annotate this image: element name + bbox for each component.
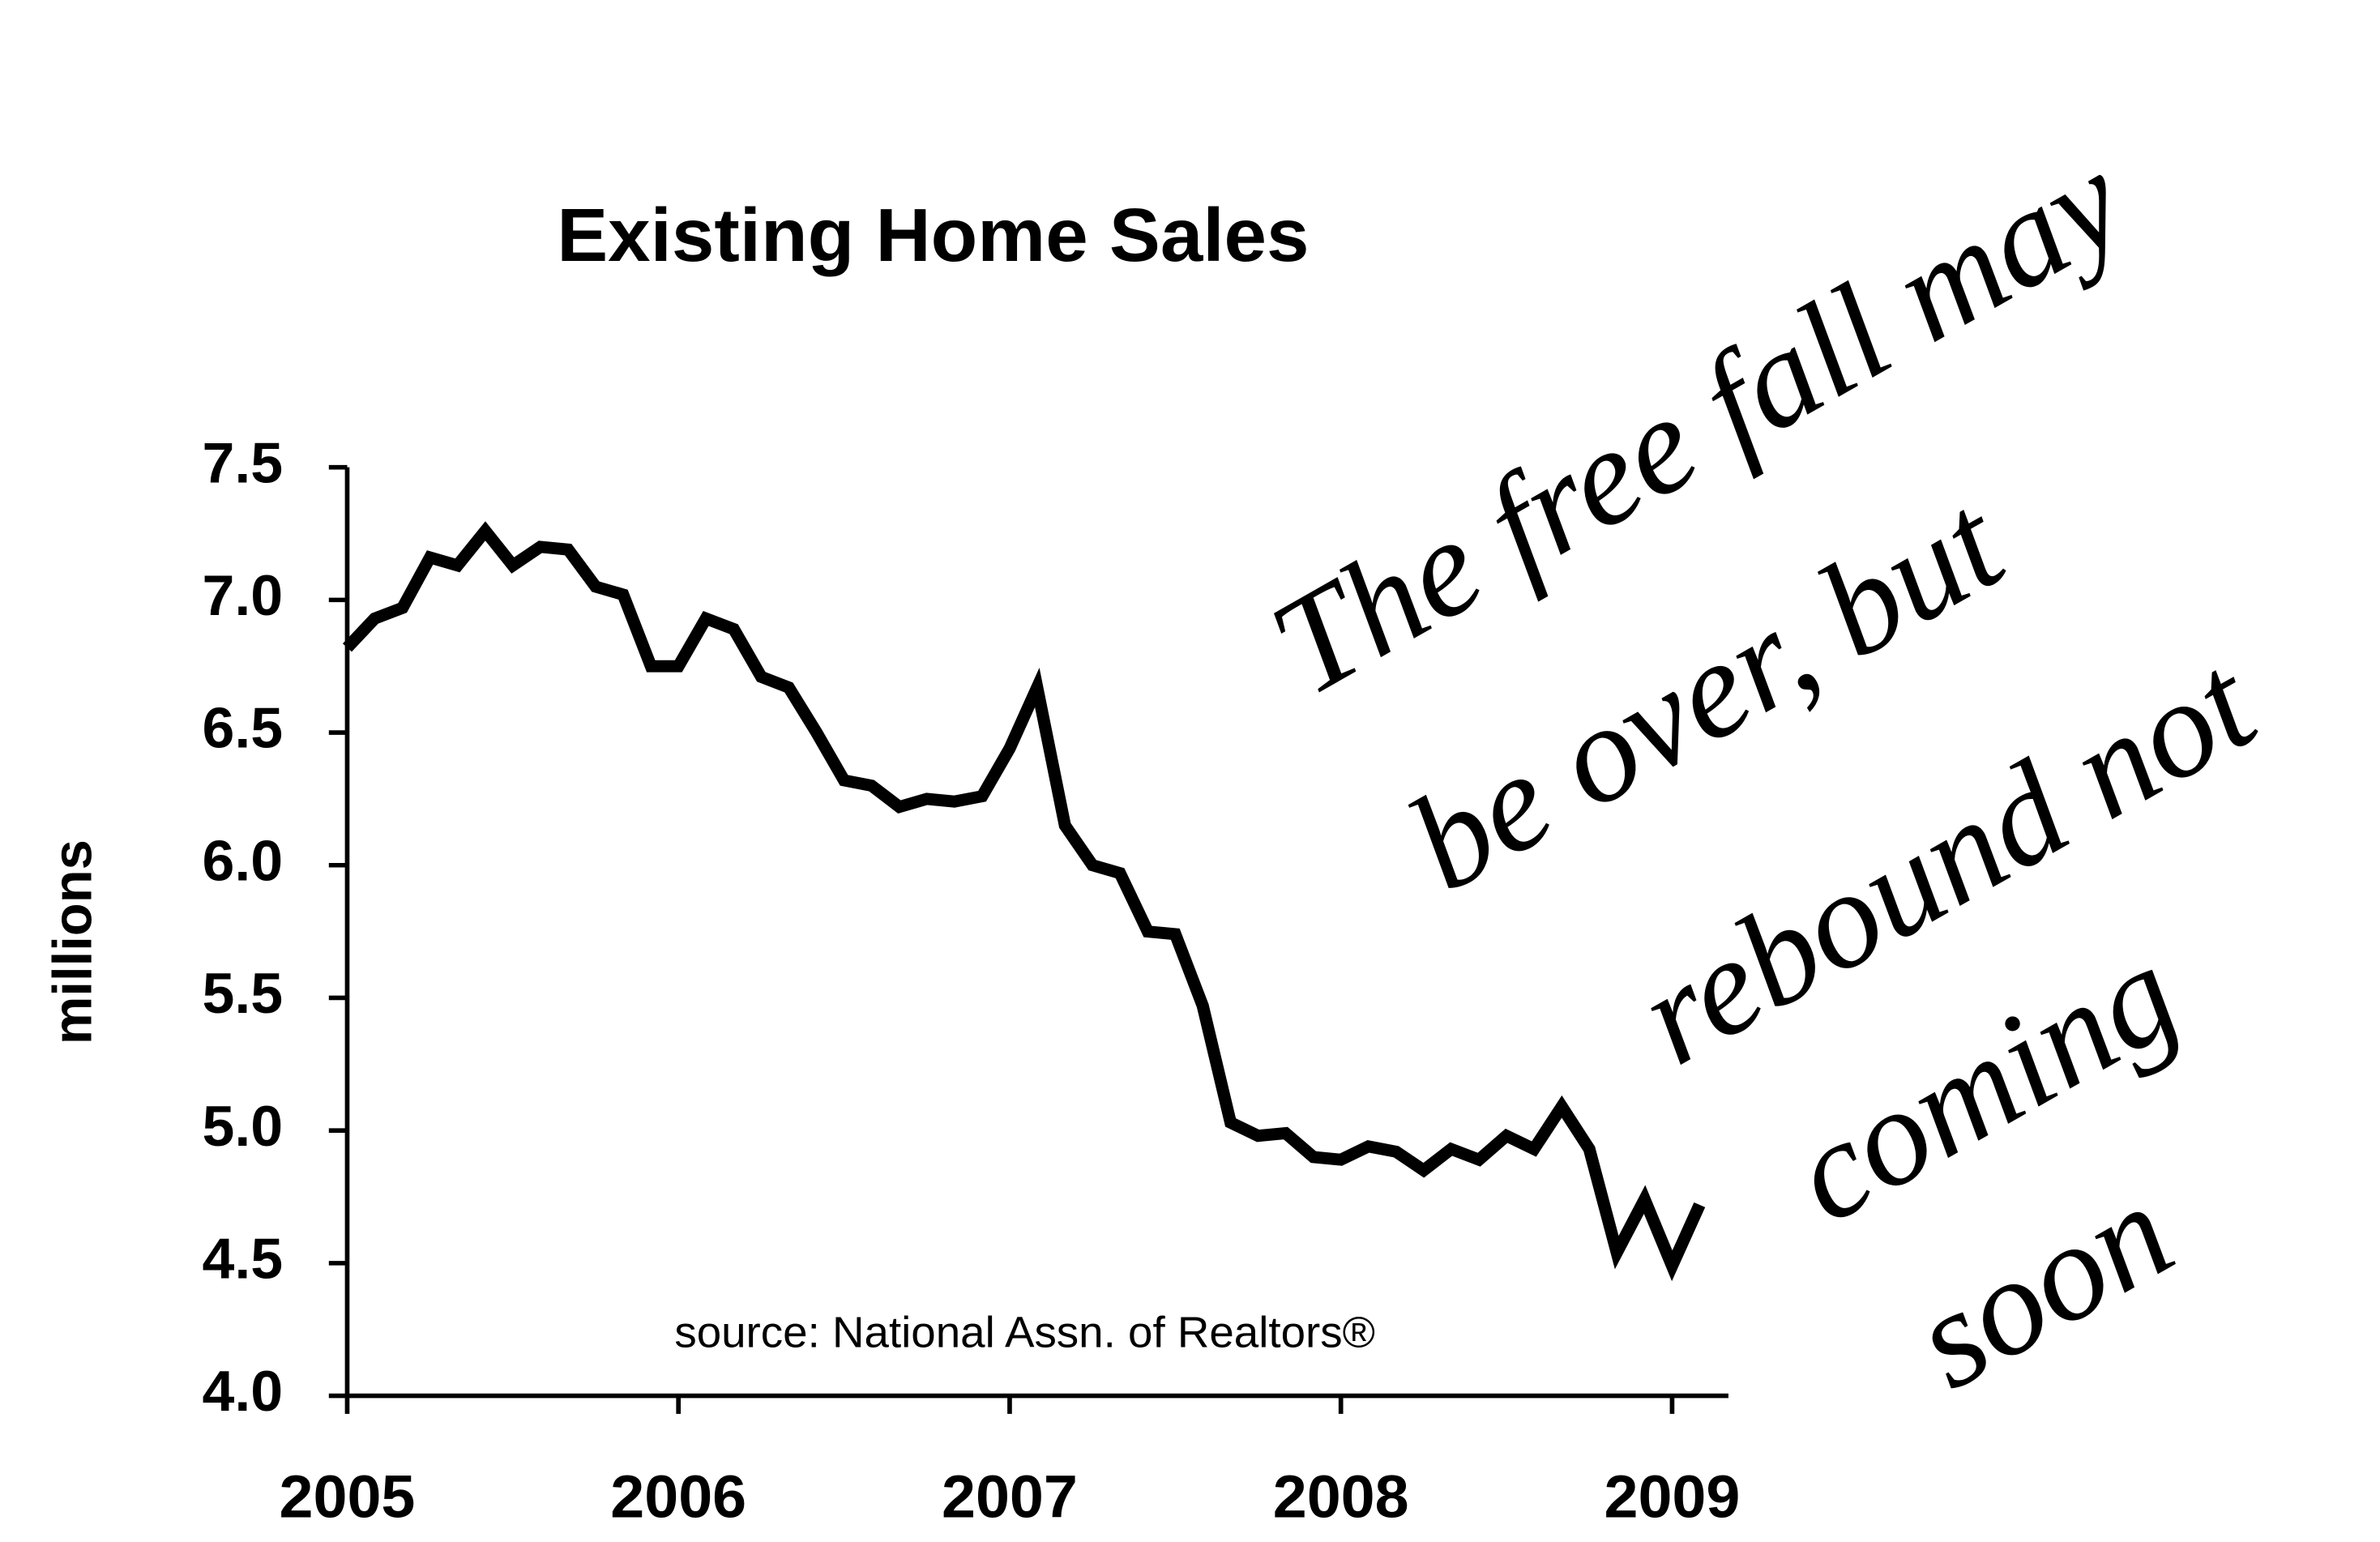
source-note: source: National Assn. of Realtors® — [674, 1308, 1375, 1357]
y-tick-label: 4.0 — [203, 1360, 284, 1424]
y-tick-label: 4.5 — [203, 1228, 284, 1291]
chart-title: Existing Home Sales — [557, 193, 1309, 277]
y-axis-label: millions — [42, 839, 104, 1044]
y-tick-label: 6.0 — [203, 830, 284, 893]
y-tick-label: 5.0 — [203, 1095, 284, 1158]
x-tick-label: 2007 — [942, 1463, 1078, 1530]
x-tick-label: 2009 — [1604, 1463, 1740, 1530]
y-tick-label: 5.5 — [203, 963, 284, 1026]
x-tick-label: 2005 — [280, 1463, 416, 1530]
y-tick-label: 7.5 — [203, 432, 284, 495]
y-tick-label: 6.5 — [203, 697, 284, 760]
data-line — [342, 521, 1706, 1282]
x-tick-label: 2008 — [1273, 1463, 1409, 1530]
y-tick-label: 7.0 — [203, 565, 284, 628]
x-tick-label: 2006 — [610, 1463, 746, 1530]
